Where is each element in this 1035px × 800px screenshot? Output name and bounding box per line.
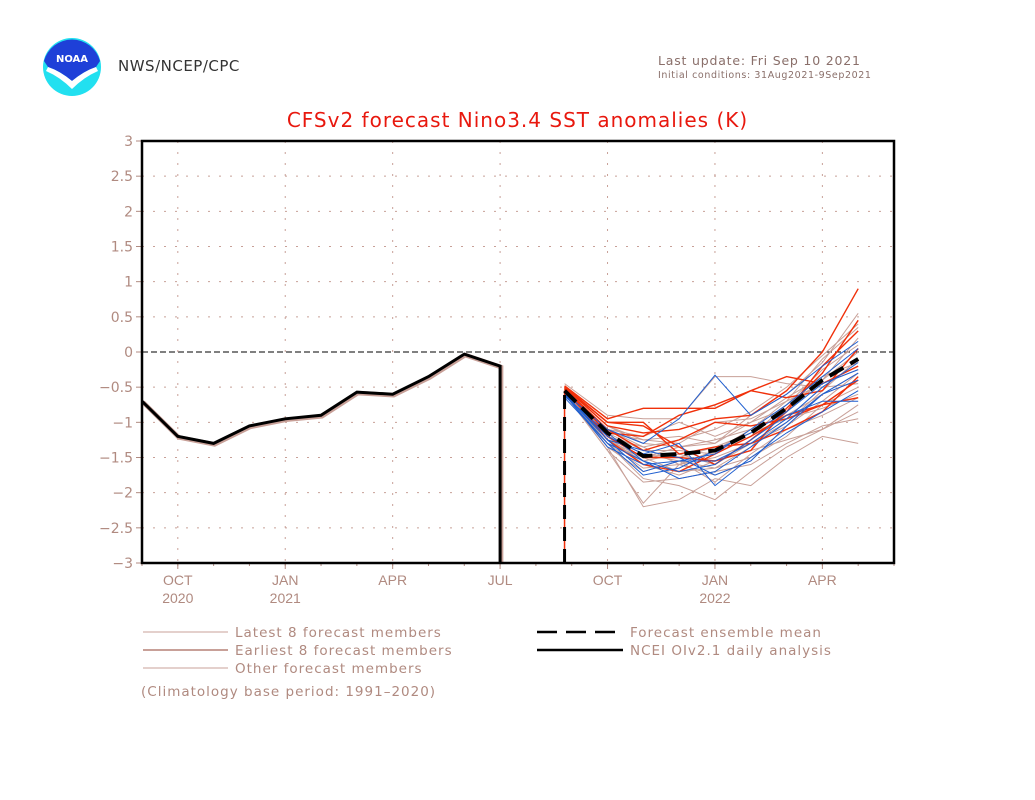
y-tick-label: 3 — [124, 134, 133, 150]
forecast-member-line — [564, 372, 859, 476]
agency-label: NWS/NCEP/CPC — [118, 57, 240, 75]
legend-label: NCEI OIv2.1 daily analysis — [630, 643, 832, 659]
initial-conditions: Initial conditions: 31Aug2021-9Sep2021 — [658, 70, 872, 81]
x-tick-label: APR — [808, 572, 837, 588]
climatology-note: (Climatology base period: 1991–2020) — [141, 684, 436, 700]
forecast-member-line — [564, 379, 859, 480]
forecast-member-line — [564, 288, 859, 434]
analysis-line — [140, 352, 502, 563]
x-tick-year: 2020 — [162, 590, 193, 606]
x-tick-year: 2021 — [270, 590, 301, 606]
forecast-member-line — [564, 390, 859, 508]
svg-text:NOAA: NOAA — [56, 54, 88, 65]
forecast-member-line — [564, 323, 859, 448]
legend-label: Other forecast members — [235, 661, 423, 677]
forecast-member-line — [564, 340, 859, 444]
plot-frame — [140, 139, 896, 565]
analysis-shadow-line — [141, 352, 504, 564]
y-tick-label: 0.5 — [111, 310, 133, 326]
y-tick-label: 0 — [124, 345, 133, 361]
forecast-member-line — [564, 393, 859, 483]
y-tick-label: −3 — [112, 556, 133, 572]
x-tick-label: APR — [378, 572, 407, 588]
forecast-member-line — [564, 388, 859, 452]
x-tick-label: JAN — [702, 572, 728, 588]
last-update: Last update: Fri Sep 10 2021 — [658, 53, 861, 68]
forecast-member-line — [564, 358, 859, 469]
y-tick-label: −1 — [112, 415, 133, 431]
forecast-members — [564, 288, 859, 508]
y-tick-label: −0.5 — [99, 380, 133, 396]
legend-label: Earliest 8 forecast members — [235, 643, 453, 659]
legend-label: Forecast ensemble mean — [630, 625, 822, 641]
forecast-member-line — [564, 376, 859, 455]
y-tick-label: 2.5 — [111, 169, 133, 185]
y-tick-label: −1.5 — [99, 451, 133, 467]
chart-title: CFSv2 forecast Nino3.4 SST anomalies (K) — [286, 108, 749, 132]
x-tick-label: OCT — [593, 572, 623, 588]
x-tick-label: JUL — [488, 572, 513, 588]
axes: 3 2.5 2 1.5 1 0.5 0 −0.5 −1 −1.5 −2 −2.5 −3 OCT 2020 JA… — [99, 134, 896, 606]
y-tick-label: −2 — [112, 486, 133, 502]
main-series — [140, 352, 860, 564]
forecast-member-line — [564, 348, 859, 473]
forecast-member-line — [564, 362, 859, 466]
x-tick-year: 2022 — [699, 590, 730, 606]
noaa-logo-icon: NOAA — [43, 38, 101, 96]
legend-label: Latest 8 forecast members — [235, 625, 442, 641]
y-tick-label: 1 — [124, 275, 133, 291]
noaa-logo: NOAA — [40, 37, 104, 97]
legend: Latest 8 forecast members Earliest 8 fore… — [141, 625, 832, 700]
ensemble-mean-line — [563, 357, 860, 459]
y-tick-label: 2 — [124, 204, 133, 220]
x-tick-label: JAN — [272, 572, 298, 588]
grid-lines — [142, 141, 894, 563]
y-tick-label: 1.5 — [111, 240, 133, 256]
y-tick-label: −2.5 — [99, 521, 133, 537]
x-tick-label: OCT — [163, 572, 193, 588]
